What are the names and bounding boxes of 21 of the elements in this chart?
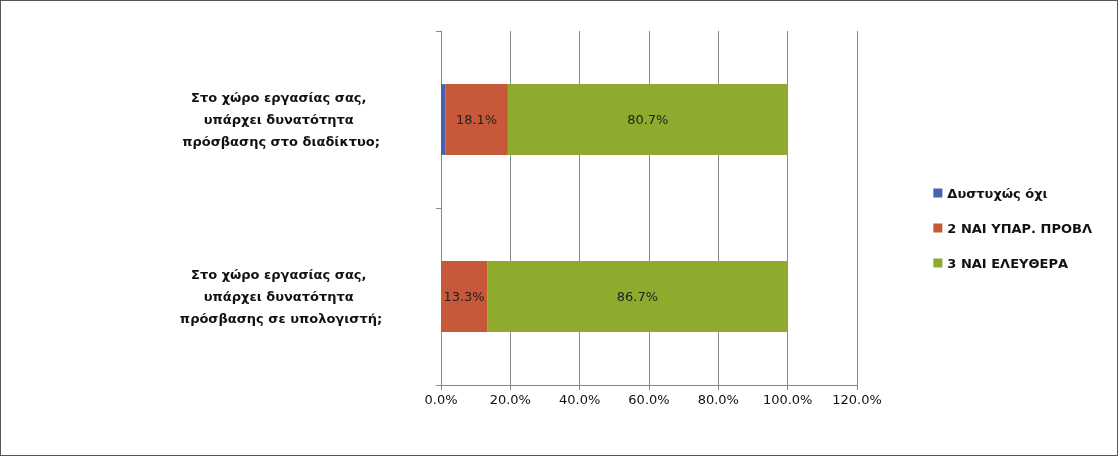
x-tick-label: 80.0% [697,392,739,407]
data-label: 80.7% [627,112,669,127]
legend-label: 3 ΝΑΙ ΕΛΕΥΘΕΡΑ [947,255,1068,271]
legend-label: 2 ΝΑΙ ΥΠΑΡ. ΠΡΟΒΛ [947,220,1093,236]
x-tick-label: 60.0% [628,392,670,407]
data-label: 13.3% [443,289,485,304]
bar [441,84,446,155]
bar [445,84,508,155]
x-tick-label: 0.0% [424,392,458,407]
bar [487,261,788,332]
legend-label: Δυστυχώς όχι [947,185,1048,201]
bar [507,84,788,155]
data-label: 18.1% [455,112,498,127]
x-tick-label: 100.0% [762,392,813,407]
x-tick-label: 120.0% [832,392,882,407]
y-tick-label: Στο χώρο εργασίας σας, υπάρχει δυνατότητα πρόσβασης σε υπολογιστή; [179,267,383,326]
data-label: 86.7% [616,289,659,304]
bar [441,261,488,332]
x-tick-label: 40.0% [559,392,601,407]
y-tick-label: Στο χώρο εργασίας σας, υπάρχει δυνατότητα πρόσβασης στο διαδίκτυο; [182,90,380,149]
x-tick-label: 20.0% [489,392,531,407]
